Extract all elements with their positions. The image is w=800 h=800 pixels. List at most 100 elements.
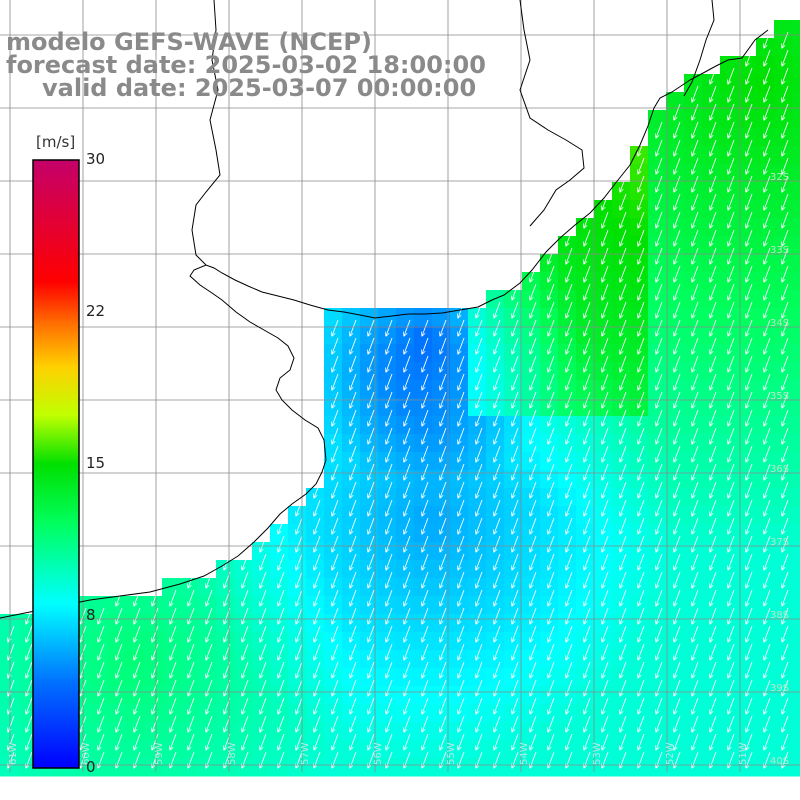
wind-speed-cell: [756, 506, 775, 525]
wind-speed-cell: [666, 236, 685, 255]
wind-arrow: [584, 337, 591, 354]
wind-arrow: [368, 481, 375, 498]
wind-speed-cell: [738, 254, 757, 273]
wind-arrow: [170, 733, 177, 750]
wind-speed-cell: [414, 380, 433, 399]
wind-arrow: [674, 157, 681, 174]
wind-arrow: [728, 67, 735, 84]
wind-arrow: [422, 355, 429, 372]
wind-arrow: [296, 697, 303, 714]
wind-speed-cell: [468, 578, 487, 597]
wind-speed-cell: [630, 596, 649, 615]
wind-speed-cell: [522, 596, 541, 615]
wind-arrow: [638, 265, 645, 282]
wind-arrow: [782, 157, 789, 174]
wind-speed-cell: [378, 416, 397, 435]
wind-speed-cell: [378, 632, 397, 651]
wind-arrow: [278, 553, 285, 570]
wind-arrow: [584, 373, 591, 390]
wind-speed-cell: [630, 290, 649, 309]
wind-arrow: [368, 517, 375, 534]
wind-arrow: [656, 463, 663, 480]
wind-arrow: [692, 535, 699, 552]
wind-speed-cell: [558, 614, 577, 633]
wind-speed-cell: [324, 560, 343, 579]
wind-arrow: [494, 301, 501, 318]
wind-arrow: [296, 625, 303, 642]
wind-speed-cell: [594, 668, 613, 687]
wind-arrow: [386, 553, 393, 570]
wind-speed-cell: [504, 614, 523, 633]
wind-arrow: [692, 373, 699, 390]
wind-speed-cell: [540, 326, 559, 345]
wind-speed-cell: [360, 560, 379, 579]
latitude-label: 37S: [770, 537, 789, 548]
wind-speed-cell: [342, 308, 361, 327]
wind-arrow: [566, 607, 573, 624]
wind-speed-cell: [576, 578, 595, 597]
wind-arrow: [728, 553, 735, 570]
wind-speed-cell: [612, 326, 631, 345]
colorbar-tick-0: 0: [86, 758, 96, 776]
wind-arrow: [278, 679, 285, 696]
wind-speed-cell: [630, 614, 649, 633]
wind-speed-cell: [486, 614, 505, 633]
longitude-label: 61W: [8, 742, 19, 765]
wind-arrow: [530, 607, 537, 624]
wind-arrow: [296, 679, 303, 696]
wind-speed-cell: [468, 452, 487, 471]
wind-arrow: [8, 715, 15, 732]
wind-speed-cell: [648, 218, 667, 237]
wind-arrow: [746, 625, 753, 642]
wind-speed-cell: [792, 110, 800, 129]
wind-speed-cell: [666, 686, 685, 705]
wind-arrow: [764, 49, 771, 66]
wind-speed-cell: [144, 722, 163, 741]
wind-arrow: [746, 211, 753, 228]
wind-arrow: [782, 463, 789, 480]
wind-arrow: [548, 643, 555, 660]
wind-arrow: [26, 679, 33, 696]
wind-speed-cell: [252, 722, 271, 741]
wind-speed-cell: [342, 344, 361, 363]
wind-arrow: [170, 679, 177, 696]
wind-speed-cell: [360, 326, 379, 345]
wind-speed-cell: [288, 704, 307, 723]
wind-speed-cell: [342, 704, 361, 723]
wind-arrow: [386, 715, 393, 732]
wind-speed-cell: [702, 722, 721, 741]
wind-speed-cell: [468, 506, 487, 525]
wind-speed-cell: [180, 740, 199, 759]
wind-speed-cell: [774, 344, 793, 363]
wind-arrow: [116, 643, 123, 660]
wind-speed-cell: [360, 650, 379, 669]
wind-speed-cell: [0, 704, 19, 723]
wind-speed-cell: [666, 596, 685, 615]
wind-speed-cell: [270, 542, 289, 561]
wind-arrow: [764, 139, 771, 156]
wind-speed-cell: [774, 362, 793, 381]
wind-speed-cell: [90, 686, 109, 705]
wind-arrow: [260, 553, 267, 570]
wind-arrow: [638, 499, 645, 516]
wind-arrow: [674, 625, 681, 642]
wind-arrow: [440, 589, 447, 606]
wind-arrow: [584, 319, 591, 336]
wind-speed-cell: [666, 308, 685, 327]
wind-speed-cell: [360, 524, 379, 543]
wind-speed-cell: [792, 758, 800, 777]
wind-speed-cell: [306, 650, 325, 669]
wind-speed-cell: [576, 326, 595, 345]
wind-arrow: [8, 661, 15, 678]
wind-speed-cell: [162, 578, 181, 597]
wind-speed-cell: [702, 74, 721, 93]
wind-arrow: [710, 283, 717, 300]
wind-arrow: [548, 661, 555, 678]
wind-speed-cell: [504, 380, 523, 399]
wind-arrow: [656, 607, 663, 624]
wind-arrow: [728, 409, 735, 426]
latitude-label: 32S: [770, 172, 789, 183]
wind-speed-cell: [468, 524, 487, 543]
wind-arrow: [728, 499, 735, 516]
wind-arrow: [746, 193, 753, 210]
